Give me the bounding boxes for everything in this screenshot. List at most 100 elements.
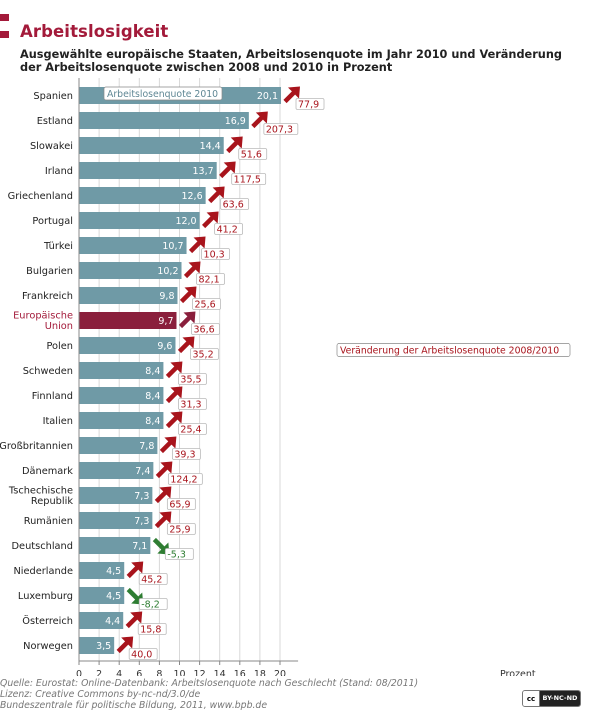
category-label: Großbritannien xyxy=(0,441,73,452)
arrow-head xyxy=(188,261,201,274)
arrow-up-icon xyxy=(208,186,225,204)
change-label-box xyxy=(128,648,158,660)
cc-icon: cc xyxy=(523,691,540,706)
change-value-label: 25,6 xyxy=(194,300,215,311)
change-value-label: 35,2 xyxy=(192,350,213,361)
arrow-shaft xyxy=(251,114,265,129)
category-label: Rumänien xyxy=(24,516,73,527)
arrow-shaft xyxy=(219,164,233,179)
arrow-shaft xyxy=(283,89,297,104)
category-label-line: Tschechische xyxy=(8,486,73,497)
arrow-shaft xyxy=(202,214,216,229)
bar-value-label: 10,2 xyxy=(157,266,178,277)
bar-value-label: 4,4 xyxy=(105,616,120,627)
category-label: Frankreich xyxy=(22,291,73,302)
bar-series-label-box xyxy=(103,86,223,101)
arrow-head xyxy=(288,86,301,99)
category-label-line: Norwegen xyxy=(23,641,73,652)
arrow-shaft xyxy=(177,339,192,354)
bar xyxy=(79,337,176,354)
change-value-label: 40,0 xyxy=(131,650,152,661)
chart-title: Arbeitslosigkeit xyxy=(20,22,169,41)
bar-value-label: 7,3 xyxy=(134,516,149,527)
license-note: Lizenz: Creative Commons by-nc-nd/3.0/de xyxy=(0,689,201,700)
bar-value-label: 9,8 xyxy=(159,291,174,302)
bar xyxy=(79,262,182,279)
arrow-up-icon xyxy=(178,311,196,329)
category-label-line: Österreich xyxy=(22,614,73,627)
x-axis-title: Prozent xyxy=(500,669,536,676)
bar-highlight xyxy=(79,312,177,329)
change-series-label-box xyxy=(336,343,571,357)
bar xyxy=(79,437,158,454)
change-label-box xyxy=(178,423,207,435)
arrow-up-icon xyxy=(154,511,172,529)
arrow-head xyxy=(230,136,243,149)
bar-value-label: 7,8 xyxy=(139,441,154,452)
category-label: Estland xyxy=(37,116,73,127)
arrow-head xyxy=(170,386,183,399)
arrow-shaft xyxy=(126,564,140,579)
arrow-head xyxy=(170,411,183,424)
arrow-shaft xyxy=(126,587,140,602)
bar-value-label: 4,5 xyxy=(106,566,121,577)
title-marker-top xyxy=(0,14,9,21)
bar-value-label: 3,5 xyxy=(96,641,111,652)
arrow-head xyxy=(206,211,219,224)
category-label: Österreich xyxy=(22,614,73,627)
arrow-up-icon xyxy=(116,636,134,654)
category-label-line: Deutschland xyxy=(12,541,73,552)
category-label: Slowakei xyxy=(30,141,73,152)
change-value-label: 51,6 xyxy=(241,150,262,161)
bar xyxy=(79,112,249,129)
category-label-line: Dänemark xyxy=(22,466,73,477)
license-badge-text: BY-NC-ND xyxy=(540,691,580,706)
bar xyxy=(79,537,151,554)
arrow-up-icon xyxy=(177,336,195,354)
bar xyxy=(79,462,154,479)
arrow-up-icon xyxy=(188,236,206,254)
arrow-up-icon xyxy=(125,611,143,629)
arrow-head xyxy=(159,486,172,499)
category-label: Dänemark xyxy=(22,466,73,477)
change-value-label: 15,8 xyxy=(140,625,161,636)
change-value-label: 63,6 xyxy=(223,200,244,211)
change-label-box xyxy=(166,498,196,510)
category-label-line: Portugal xyxy=(32,216,73,227)
arrow-head xyxy=(159,511,172,524)
change-label-box xyxy=(196,273,225,285)
change-label-box xyxy=(201,248,230,260)
change-label-box xyxy=(231,173,267,185)
arrow-up-icon xyxy=(154,486,172,504)
bar-value-label: 7,3 xyxy=(134,491,149,502)
license-badge[interactable]: cc BY-NC-ND xyxy=(522,690,581,707)
bar-value-label: 13,7 xyxy=(193,166,214,177)
category-label-line: Großbritannien xyxy=(0,441,73,452)
chart-subtitle: Ausgewählte europäische Staaten, Arbeits… xyxy=(20,48,562,74)
category-label-line: Europäische xyxy=(13,311,73,322)
bar xyxy=(79,387,164,404)
change-label-box xyxy=(214,223,244,235)
bar-value-label: 8,4 xyxy=(145,366,160,377)
bar-value-label: 9,6 xyxy=(157,341,172,352)
category-label: Norwegen xyxy=(23,641,73,652)
arrow-up-icon xyxy=(219,161,236,179)
arrow-shaft xyxy=(159,439,173,454)
change-value-label: -8,2 xyxy=(141,600,160,611)
publisher-note: Bundeszentrale für politische Bildung, 2… xyxy=(0,700,268,711)
arrow-shaft xyxy=(165,389,180,404)
arrow-shaft xyxy=(154,514,168,529)
bar-value-label: 8,4 xyxy=(145,391,160,402)
change-value-label: 39,3 xyxy=(174,450,195,461)
bar xyxy=(79,512,153,529)
title-marker-bottom xyxy=(0,31,9,38)
change-value-label: 117,5 xyxy=(234,175,261,186)
arrow-shaft xyxy=(154,489,168,504)
arrow-up-icon xyxy=(165,386,183,404)
arrow-up-icon xyxy=(179,286,197,304)
bar-value-label: 8,4 xyxy=(145,416,160,427)
category-label-line: Türkei xyxy=(43,241,73,252)
bar xyxy=(79,612,124,629)
category-label: Deutschland xyxy=(12,541,73,552)
